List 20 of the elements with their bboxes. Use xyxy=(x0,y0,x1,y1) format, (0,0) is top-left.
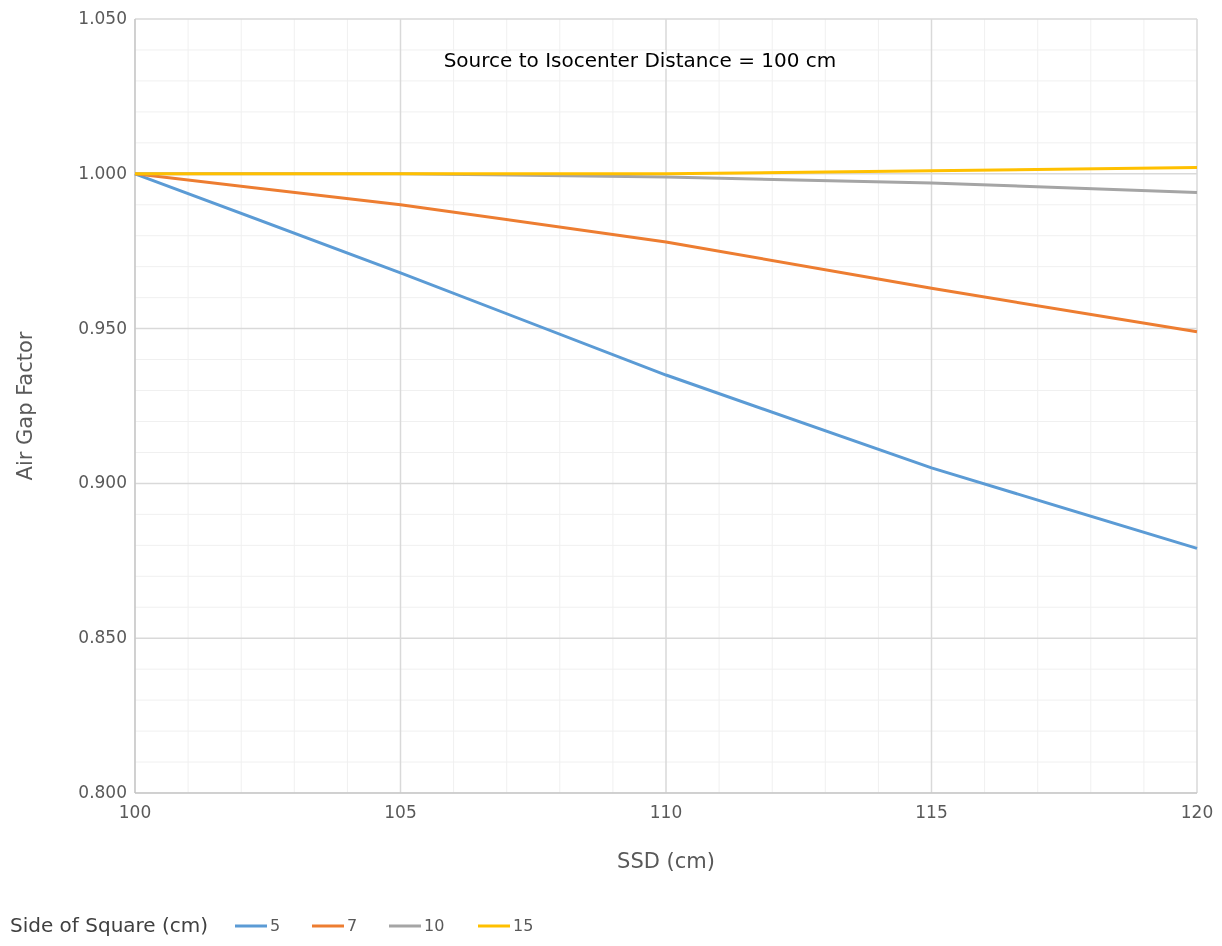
line-series xyxy=(133,172,1199,550)
legend-label: 7 xyxy=(347,915,358,935)
y-tick-label: 1.000 xyxy=(78,162,127,183)
x-tick-label: 120 xyxy=(1180,802,1214,822)
legend-label: 5 xyxy=(270,915,281,935)
legend-label: 10 xyxy=(424,915,445,935)
y-tick-label: 1.050 xyxy=(78,8,127,28)
x-tick-label: 110 xyxy=(649,802,683,822)
legend-title: Side of Square (cm) xyxy=(10,912,209,937)
y-tick-label: 0.950 xyxy=(78,317,127,338)
y-tick-label: 0.850 xyxy=(78,627,127,648)
x-tick-label: 100 xyxy=(118,802,152,822)
x-axis-title: SSD (cm) xyxy=(617,849,715,873)
legend-label: 15 xyxy=(513,915,534,935)
y-axis-title: Air Gap Factor xyxy=(13,331,37,481)
y-tick-label: 0.800 xyxy=(78,782,127,802)
x-tick-label: 115 xyxy=(915,802,948,822)
x-tick-label: 105 xyxy=(384,802,417,822)
text: Source to Isocenter Distance = 100 cm xyxy=(443,47,837,72)
y-tick-label: 0.900 xyxy=(78,472,127,493)
